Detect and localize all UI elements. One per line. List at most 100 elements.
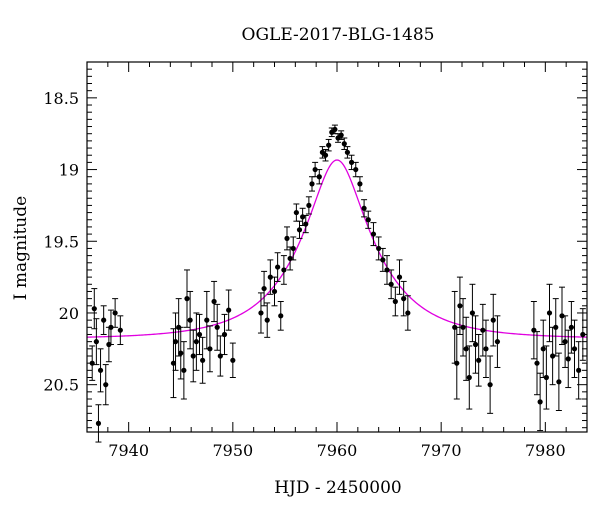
point-marker <box>559 313 565 319</box>
axes-group: 7940 7950 7960 7970 7980 18.5 19 19.5 20 20.5 <box>43 61 588 460</box>
point-marker <box>568 324 574 330</box>
data-point <box>211 280 218 323</box>
data-point <box>187 290 194 350</box>
point-marker <box>207 346 213 352</box>
point-marker <box>93 339 99 345</box>
data-point <box>384 255 390 285</box>
data-point <box>267 259 274 295</box>
point-marker <box>571 346 578 352</box>
data-point <box>280 255 287 285</box>
data-point <box>344 146 351 159</box>
data-point <box>284 226 290 251</box>
data-point <box>341 137 348 150</box>
point-marker <box>278 313 284 319</box>
data-point <box>396 259 403 295</box>
point-marker <box>376 245 382 252</box>
y-tick-label: 18.5 <box>43 89 79 108</box>
point-marker <box>472 341 479 348</box>
y-tick-label: 19.5 <box>43 232 79 251</box>
point-marker <box>275 264 281 270</box>
data-point <box>97 348 104 393</box>
data-point <box>469 283 476 343</box>
point-marker <box>322 152 329 158</box>
data-point <box>388 269 395 300</box>
point-marker <box>562 339 568 345</box>
point-marker <box>316 174 322 180</box>
point-marker <box>214 324 220 330</box>
y-axis-label: I magnitude <box>11 196 31 300</box>
data-point <box>180 341 187 400</box>
point-marker <box>226 307 232 313</box>
point-marker <box>190 353 196 359</box>
y-tick-label: 19 <box>59 161 79 180</box>
point-marker <box>476 357 482 363</box>
data-point <box>571 319 578 379</box>
data-point <box>537 372 544 432</box>
point-marker <box>344 149 351 155</box>
point-marker <box>95 420 102 426</box>
data-point <box>296 220 303 239</box>
data-point <box>552 298 559 357</box>
point-marker <box>97 367 104 373</box>
data-point <box>543 345 550 410</box>
data-point <box>312 161 319 178</box>
data-point <box>494 315 501 368</box>
data-point <box>463 316 470 381</box>
data-point <box>404 295 411 331</box>
point-marker <box>193 339 199 345</box>
point-marker <box>463 346 469 352</box>
point-marker <box>490 317 496 323</box>
point-marker <box>546 310 553 316</box>
x-tick-label: 7970 <box>421 441 462 460</box>
plot-frame <box>86 61 588 433</box>
point-marker <box>543 374 549 381</box>
data-point <box>453 326 460 400</box>
data-point <box>225 289 232 331</box>
point-marker <box>261 285 267 292</box>
data-point <box>456 276 463 335</box>
data-point <box>546 283 553 343</box>
data-point <box>575 341 582 400</box>
data-point <box>555 352 562 411</box>
data-point <box>370 222 377 247</box>
point-marker <box>341 141 347 147</box>
data-point <box>190 329 197 383</box>
data-point <box>229 342 236 379</box>
point-marker <box>353 166 359 173</box>
model-curve <box>86 159 588 338</box>
data-point <box>206 325 213 373</box>
point-marker <box>258 310 264 316</box>
data-point <box>309 176 315 192</box>
data-point <box>193 312 200 371</box>
point-marker <box>348 159 355 165</box>
point-marker <box>396 274 403 280</box>
data-point <box>466 345 473 410</box>
x-tick-label: 7980 <box>525 441 566 460</box>
point-marker <box>457 303 463 309</box>
data-point <box>271 276 278 307</box>
point-marker <box>108 324 114 330</box>
data-point <box>322 148 329 162</box>
data-point <box>534 331 540 396</box>
data-point <box>565 329 572 389</box>
data-point <box>460 298 467 357</box>
point-marker <box>200 357 206 363</box>
point-marker <box>326 142 332 148</box>
point-marker <box>338 132 344 138</box>
point-marker <box>293 209 299 216</box>
point-marker <box>537 399 543 405</box>
point-marker <box>117 327 123 333</box>
point-marker <box>405 310 411 316</box>
data-point <box>392 286 399 317</box>
data-point <box>274 252 281 282</box>
data-point <box>338 130 345 140</box>
point-marker <box>230 357 236 363</box>
data-point <box>361 199 368 218</box>
x-tick-label: 7940 <box>108 441 149 460</box>
data-point <box>490 293 497 347</box>
data-point <box>203 290 210 350</box>
point-marker <box>170 360 177 366</box>
y-tick-label: 20 <box>59 304 79 323</box>
data-point <box>91 288 98 330</box>
